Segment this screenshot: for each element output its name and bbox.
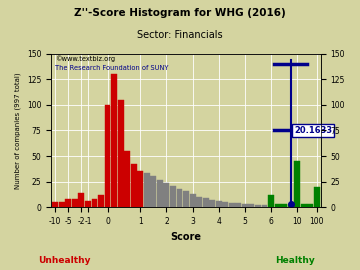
Bar — [59, 202, 65, 207]
Bar — [144, 173, 150, 207]
Bar — [52, 202, 58, 207]
Bar — [203, 198, 208, 207]
Bar — [196, 197, 202, 207]
Bar — [216, 201, 222, 207]
Bar — [157, 180, 163, 207]
Bar — [85, 201, 91, 207]
Bar — [118, 100, 123, 207]
Text: ©www.textbiz.org: ©www.textbiz.org — [55, 56, 115, 62]
Bar — [72, 199, 78, 207]
Bar — [176, 189, 183, 207]
Text: The Research Foundation of SUNY: The Research Foundation of SUNY — [55, 65, 169, 71]
Bar — [288, 204, 294, 207]
Bar — [183, 191, 189, 207]
Bar — [275, 204, 280, 207]
Bar — [294, 161, 300, 207]
Text: Healthy: Healthy — [275, 256, 315, 265]
Bar — [248, 204, 255, 207]
Bar — [131, 164, 137, 207]
Bar — [262, 205, 267, 207]
Bar — [268, 195, 274, 207]
Bar — [105, 105, 111, 207]
Bar — [170, 186, 176, 207]
Bar — [314, 187, 320, 207]
Bar — [229, 203, 235, 207]
Y-axis label: Number of companies (997 total): Number of companies (997 total) — [15, 72, 22, 189]
Text: Sector: Financials: Sector: Financials — [137, 30, 223, 40]
Bar — [222, 202, 228, 207]
Bar — [66, 199, 71, 207]
Bar — [111, 74, 117, 207]
Bar — [307, 204, 313, 207]
Text: Unhealthy: Unhealthy — [39, 256, 91, 265]
Bar — [163, 183, 169, 207]
Bar — [150, 177, 156, 207]
Bar — [137, 171, 143, 207]
Bar — [98, 195, 104, 207]
Bar — [281, 204, 287, 207]
Bar — [124, 151, 130, 207]
Bar — [209, 200, 215, 207]
Text: Z''-Score Histogram for WHG (2016): Z''-Score Histogram for WHG (2016) — [74, 8, 286, 18]
Bar — [242, 204, 248, 207]
Bar — [301, 204, 307, 207]
Bar — [235, 203, 241, 207]
Bar — [78, 193, 84, 207]
Bar — [255, 205, 261, 207]
Text: 20.1633: 20.1633 — [294, 126, 332, 135]
X-axis label: Score: Score — [171, 231, 202, 241]
Bar — [190, 194, 195, 207]
Bar — [91, 199, 98, 207]
